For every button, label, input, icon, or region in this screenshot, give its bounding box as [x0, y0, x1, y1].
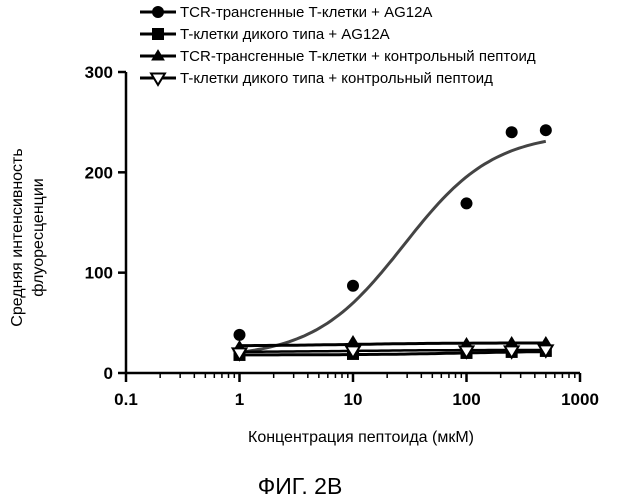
legend-marker — [152, 6, 164, 18]
y-axis-label-line: Средняя интенсивность — [9, 148, 26, 326]
x-tick-label: 1000 — [561, 390, 599, 409]
legend: TCR-трансгенные T-клетки + AG12A T-клетки… — [140, 4, 536, 87]
legend-label: TCR-трансгенные T-клетки + контрольный п… — [180, 48, 536, 65]
legend-entry-2: T-клетки дикого типа + AG12A — [140, 26, 390, 43]
x-axis-label: Концентрация пептоида (мкМ) — [248, 429, 474, 446]
data-points — [233, 124, 553, 361]
legend-marker — [152, 28, 164, 40]
data-point-series-1 — [540, 124, 552, 136]
legend-entry-3: TCR-трансгенные T-клетки + контрольный п… — [140, 48, 536, 65]
y-tick-label: 200 — [85, 163, 113, 182]
x-tick-label: 0.1 — [114, 390, 138, 409]
x-tick-label: 1 — [235, 390, 244, 409]
data-point-series-1 — [347, 280, 359, 292]
y-axis-label: Средняя интенсивностьфлуоресценции — [9, 148, 47, 326]
legend-entry-4: T-клетки дикого типа + контрольный пепто… — [140, 70, 493, 87]
fit-curves — [240, 141, 546, 355]
axes: 0 100 200 300 0.1 1 10 100 1000 — [85, 63, 599, 409]
legend-label: T-клетки дикого типа + контрольный пепто… — [180, 70, 493, 87]
legend-entry-1: TCR-трансгенные T-клетки + AG12A — [140, 4, 432, 21]
data-point-series-1 — [234, 329, 246, 341]
y-tick-label: 300 — [85, 63, 113, 82]
y-ticks: 0 100 200 300 — [85, 63, 126, 383]
figure-caption: ФИГ. 2B — [258, 473, 343, 499]
data-point-series-1 — [461, 197, 473, 209]
y-tick-label: 0 — [104, 364, 113, 383]
x-tick-label: 10 — [344, 390, 363, 409]
x-ticks: 0.1 1 10 100 1000 — [114, 373, 599, 409]
legend-label: TCR-трансгенные T-клетки + AG12A — [180, 4, 432, 21]
y-tick-label: 100 — [85, 264, 113, 283]
fit-curve-series-1 — [240, 141, 546, 352]
data-point-series-1 — [506, 126, 518, 138]
legend-label: T-клетки дикого типа + AG12A — [180, 26, 390, 43]
y-axis-label-line: флуоресценции — [30, 178, 47, 296]
data-point-series-3 — [346, 335, 360, 346]
x-tick-label: 100 — [452, 390, 480, 409]
plot-area — [233, 124, 553, 361]
